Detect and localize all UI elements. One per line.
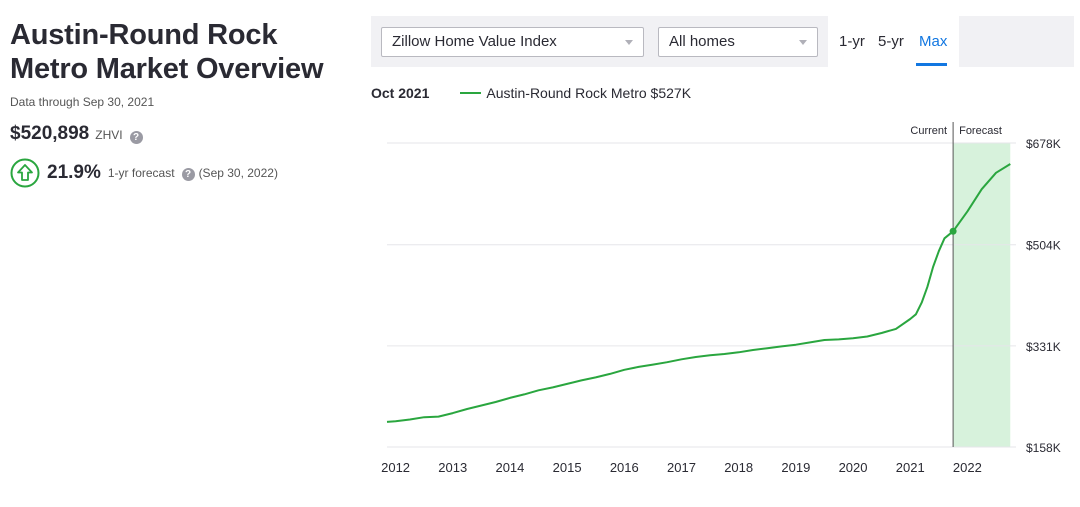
series-line-forecast	[952, 163, 1011, 232]
x-tick-label: 2022	[953, 460, 982, 475]
forecast-date: (Sep 30, 2022)	[198, 166, 278, 180]
x-tick-label: 2020	[839, 460, 868, 475]
series-line-history	[386, 230, 954, 423]
x-tick-label: 2021	[896, 460, 925, 475]
zhvi-label: ZHVI	[95, 128, 123, 142]
question-circle-icon[interactable]: ?	[181, 167, 195, 181]
market-overview-panel: Austin-Round Rock Metro Market Overview …	[10, 18, 355, 188]
home-type-select[interactable]: All homes	[658, 27, 818, 57]
forecast-row: 21.9% 1-yr forecast ? (Sep 30, 2022)	[10, 158, 355, 188]
x-tick-label: 2015	[553, 460, 582, 475]
page-title: Austin-Round Rock Metro Market Overview	[10, 18, 355, 86]
x-tick-label: 2016	[610, 460, 639, 475]
y-tick-label: $678K	[1026, 137, 1061, 151]
x-tick-label: 2012	[381, 460, 410, 475]
x-tick-label: 2013	[438, 460, 467, 475]
current-point	[949, 227, 957, 235]
chart-toolbar: Zillow Home Value Index All homes 1-yr 5…	[371, 16, 1074, 67]
tab-max[interactable]: Max	[919, 33, 948, 50]
active-tab-indicator	[916, 63, 947, 66]
legend-line-swatch	[460, 92, 482, 94]
y-tick-label: $331K	[1026, 340, 1061, 354]
page-title-line-2: Metro Market Overview	[10, 53, 324, 85]
legend-series-label: Austin-Round Rock Metro $527K	[486, 85, 692, 101]
metric-select[interactable]: Zillow Home Value Index	[381, 27, 644, 57]
chevron-down-icon	[799, 40, 807, 45]
y-tick-label: $158K	[1026, 441, 1061, 455]
x-tick-label: 2014	[495, 460, 524, 475]
forecast-label: 1-yr forecast	[107, 166, 175, 180]
page-title-line-1: Austin-Round Rock	[10, 19, 278, 51]
legend-date: Oct 2021	[371, 85, 430, 101]
zhvi-value: $520,898	[10, 123, 90, 144]
home-type-select-value: All homes	[669, 33, 735, 50]
tab-1-yr[interactable]: 1-yr	[839, 33, 865, 50]
forecast-band	[953, 143, 1011, 447]
tab-5-yr[interactable]: 5-yr	[878, 33, 904, 50]
chevron-down-icon	[625, 40, 633, 45]
metric-select-value: Zillow Home Value Index	[392, 33, 557, 50]
forecast-label: Forecast	[959, 125, 1002, 137]
current-label: Current	[910, 125, 947, 137]
x-tick-label: 2017	[667, 460, 696, 475]
up-arrow-circle-icon	[10, 158, 40, 188]
y-tick-label: $504K	[1026, 239, 1061, 253]
chart-legend: Oct 2021 Austin-Round Rock Metro $527K	[371, 85, 691, 101]
forecast-percent: 21.9%	[47, 162, 101, 183]
range-tabs: 1-yr 5-yr Max	[828, 16, 959, 67]
x-tick-label: 2019	[781, 460, 810, 475]
question-circle-icon[interactable]: ?	[129, 131, 143, 144]
zhvi-row: $520,898 ZHVI ?	[10, 123, 355, 145]
x-tick-label: 2018	[724, 460, 753, 475]
data-through-date: Data through Sep 30, 2021	[10, 95, 155, 109]
